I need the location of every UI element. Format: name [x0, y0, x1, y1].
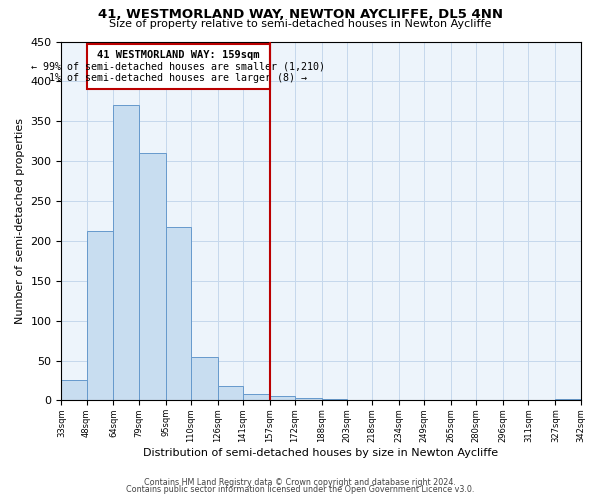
- Text: 41 WESTMORLAND WAY: 159sqm: 41 WESTMORLAND WAY: 159sqm: [97, 50, 259, 60]
- Text: Contains HM Land Registry data © Crown copyright and database right 2024.: Contains HM Land Registry data © Crown c…: [144, 478, 456, 487]
- Bar: [243, 394, 270, 400]
- Y-axis label: Number of semi-detached properties: Number of semi-detached properties: [15, 118, 25, 324]
- Text: Contains public sector information licensed under the Open Government Licence v3: Contains public sector information licen…: [126, 484, 474, 494]
- Bar: [295, 398, 322, 400]
- Bar: [322, 399, 347, 400]
- Bar: [61, 380, 86, 400]
- Text: 1% of semi-detached houses are larger (8) →: 1% of semi-detached houses are larger (8…: [49, 72, 307, 83]
- Bar: [139, 153, 166, 400]
- Bar: [86, 230, 113, 400]
- Text: 41, WESTMORLAND WAY, NEWTON AYCLIFFE, DL5 4NN: 41, WESTMORLAND WAY, NEWTON AYCLIFFE, DL…: [97, 8, 503, 20]
- Bar: [166, 226, 191, 400]
- X-axis label: Distribution of semi-detached houses by size in Newton Aycliffe: Distribution of semi-detached houses by …: [143, 448, 499, 458]
- Text: ← 99% of semi-detached houses are smaller (1,210): ← 99% of semi-detached houses are smalle…: [31, 62, 325, 72]
- Text: Size of property relative to semi-detached houses in Newton Aycliffe: Size of property relative to semi-detach…: [109, 19, 491, 29]
- Bar: [191, 356, 218, 401]
- Bar: [218, 386, 243, 400]
- Bar: [270, 396, 295, 400]
- Bar: [113, 106, 139, 401]
- FancyBboxPatch shape: [86, 44, 270, 90]
- Bar: [556, 399, 581, 400]
